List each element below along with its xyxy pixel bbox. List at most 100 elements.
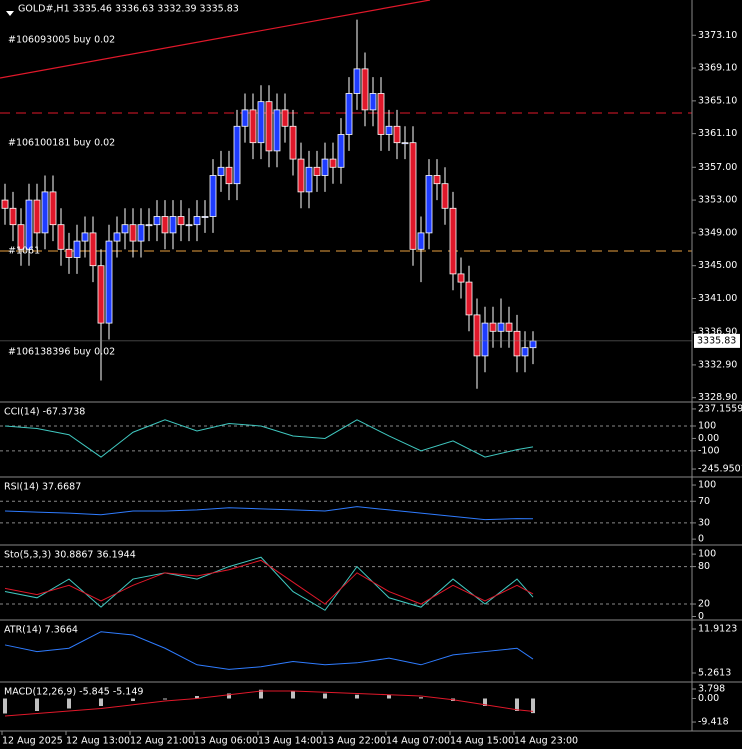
candle-body <box>33 199 41 234</box>
macd-bar <box>99 698 103 706</box>
candle-body <box>417 232 425 250</box>
candle-body <box>273 109 281 152</box>
macd-bar <box>419 697 423 699</box>
candle-body <box>329 158 337 168</box>
candle-body <box>137 224 145 242</box>
macd-bar <box>35 698 39 711</box>
candle-body <box>185 224 193 227</box>
candle-body <box>89 232 97 267</box>
y-tick-label: 70 <box>698 496 710 507</box>
macd-bar <box>3 698 7 714</box>
macd-bar <box>291 691 295 699</box>
candle-body <box>225 166 233 185</box>
panel-title: CCI(14) -67.3738 <box>4 407 85 418</box>
candle-body <box>433 175 441 185</box>
panel-title: MACD(12,26,9) -5.845 -5.149 <box>4 687 143 698</box>
y-tick-label: 5.2613 <box>698 667 731 678</box>
candle-body <box>385 125 393 135</box>
y-tick-label: 0.00 <box>698 693 719 704</box>
y-tick-label: -245.9501 <box>698 464 742 475</box>
y-tick-label: 3357.00 <box>698 162 737 173</box>
y-tick-label: 11.9123 <box>698 623 737 634</box>
candle-body <box>345 93 353 135</box>
candle-body <box>281 109 289 127</box>
candle-body <box>409 142 417 250</box>
indicator-line <box>4 631 534 670</box>
macd-bar <box>67 698 71 709</box>
y-tick-label: 30 <box>698 517 710 528</box>
macd-bar <box>163 698 167 700</box>
y-tick-label: 0 <box>698 534 704 545</box>
candle-body <box>457 273 465 283</box>
panel-title: RSI(14) 37.6687 <box>4 482 81 493</box>
y-tick-label: 100 <box>698 480 716 491</box>
candle-body <box>361 68 369 111</box>
candle-body <box>265 101 273 152</box>
candle-body <box>497 322 505 332</box>
panel-title: GOLD#,H1 3335.46 3336.63 3332.39 3335.83 <box>18 4 239 15</box>
y-tick-label: 3369.10 <box>698 63 737 74</box>
macd-bar <box>515 698 519 711</box>
candle-body <box>489 322 497 332</box>
candle-body <box>1 199 9 209</box>
indicator-line <box>4 559 534 605</box>
y-tick-label: 237.1559 <box>698 403 742 414</box>
menu-arrow[interactable] <box>6 11 14 16</box>
macd-bar <box>355 694 359 699</box>
candle-body <box>161 216 169 234</box>
candle-body <box>249 109 257 144</box>
y-tick-label: -9.418 <box>698 717 729 728</box>
x-tick-label: 12 Aug 13:00 <box>66 736 130 747</box>
candle-body <box>393 125 401 144</box>
candle-body <box>513 330 521 357</box>
order-label: #1061 <box>8 246 40 257</box>
indicator-line <box>4 419 534 458</box>
indicator-line <box>4 506 534 521</box>
candle-body <box>241 109 249 127</box>
x-tick-label: 12 Aug 2025 <box>2 736 63 747</box>
candle-body <box>353 68 361 94</box>
x-tick-label: 14 Aug 23:00 <box>514 736 578 747</box>
indicator-line <box>4 690 534 717</box>
indicator-line <box>4 556 534 611</box>
candle-body <box>41 191 49 234</box>
order-label: #106100181 buy 0.02 <box>8 138 115 149</box>
candle-body <box>217 166 225 176</box>
macd-bar <box>387 694 391 699</box>
candle-body <box>193 216 201 226</box>
candle-body <box>81 232 89 242</box>
candle-body <box>369 93 377 111</box>
candle-body <box>521 347 529 357</box>
candle-body <box>25 199 33 250</box>
x-tick-label: 14 Aug 07:00 <box>386 736 450 747</box>
y-tick-label: 3365.10 <box>698 95 737 106</box>
candle-body <box>441 183 449 209</box>
candle-body <box>129 224 137 242</box>
candle-body <box>145 224 153 227</box>
price-box <box>694 333 740 348</box>
y-tick-label: 100 <box>698 421 716 432</box>
candle-body <box>425 175 433 234</box>
candle-body <box>401 142 409 145</box>
price-box-label: 3335.83 <box>697 335 736 346</box>
y-tick-label: 3353.00 <box>698 195 737 206</box>
candle-body <box>121 224 129 234</box>
candle-body <box>529 340 537 349</box>
macd-bar <box>259 689 263 699</box>
candle-body <box>153 216 161 226</box>
candle-body <box>17 224 25 250</box>
y-tick-label: 3332.90 <box>698 359 737 370</box>
candle-body <box>257 101 265 144</box>
candle-body <box>449 207 457 275</box>
y-tick-label: 3361.10 <box>698 128 737 139</box>
y-tick-label: -100 <box>698 445 720 456</box>
candle-body <box>169 216 177 234</box>
y-tick-label: 3345.00 <box>698 260 737 271</box>
candle-body <box>49 191 57 226</box>
y-tick-label: 80 <box>698 561 710 572</box>
y-tick-label: 0.00 <box>698 433 719 444</box>
candle-body <box>209 175 217 217</box>
x-tick-label: 12 Aug 21:00 <box>130 736 194 747</box>
